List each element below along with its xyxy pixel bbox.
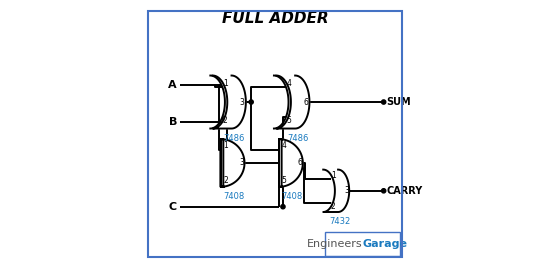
Text: 3: 3 xyxy=(239,98,244,107)
Text: 5: 5 xyxy=(282,176,287,185)
Text: 5: 5 xyxy=(287,116,291,125)
Text: FULL ADDER: FULL ADDER xyxy=(222,11,328,26)
Text: 1: 1 xyxy=(224,141,228,150)
Text: Engineers: Engineers xyxy=(307,239,362,249)
Circle shape xyxy=(382,189,386,193)
Text: 2: 2 xyxy=(331,202,335,211)
Circle shape xyxy=(382,100,386,104)
Text: 1: 1 xyxy=(223,79,228,88)
Polygon shape xyxy=(323,170,349,212)
Text: SUM: SUM xyxy=(386,97,411,107)
Text: A: A xyxy=(168,80,177,90)
Polygon shape xyxy=(213,76,246,129)
Text: 2: 2 xyxy=(223,116,228,125)
Circle shape xyxy=(281,205,285,209)
Polygon shape xyxy=(279,139,303,187)
Text: CARRY: CARRY xyxy=(386,186,422,196)
Text: 1: 1 xyxy=(331,171,335,180)
Text: 4: 4 xyxy=(287,79,291,88)
Text: 7486: 7486 xyxy=(223,134,245,143)
Text: 3: 3 xyxy=(239,158,244,167)
Text: Garage: Garage xyxy=(362,239,408,249)
Text: 6: 6 xyxy=(303,98,308,107)
Text: B: B xyxy=(169,117,177,127)
Polygon shape xyxy=(276,76,310,129)
Text: 7432: 7432 xyxy=(329,217,350,226)
Text: 2: 2 xyxy=(224,176,228,185)
Text: 4: 4 xyxy=(282,141,287,150)
Text: C: C xyxy=(169,202,177,212)
Text: 3: 3 xyxy=(344,186,349,195)
Circle shape xyxy=(249,100,253,104)
Polygon shape xyxy=(221,139,245,187)
Text: 6: 6 xyxy=(297,158,302,167)
Text: 7486: 7486 xyxy=(287,134,308,143)
Text: 7408: 7408 xyxy=(282,192,303,201)
Text: 7408: 7408 xyxy=(223,192,245,201)
